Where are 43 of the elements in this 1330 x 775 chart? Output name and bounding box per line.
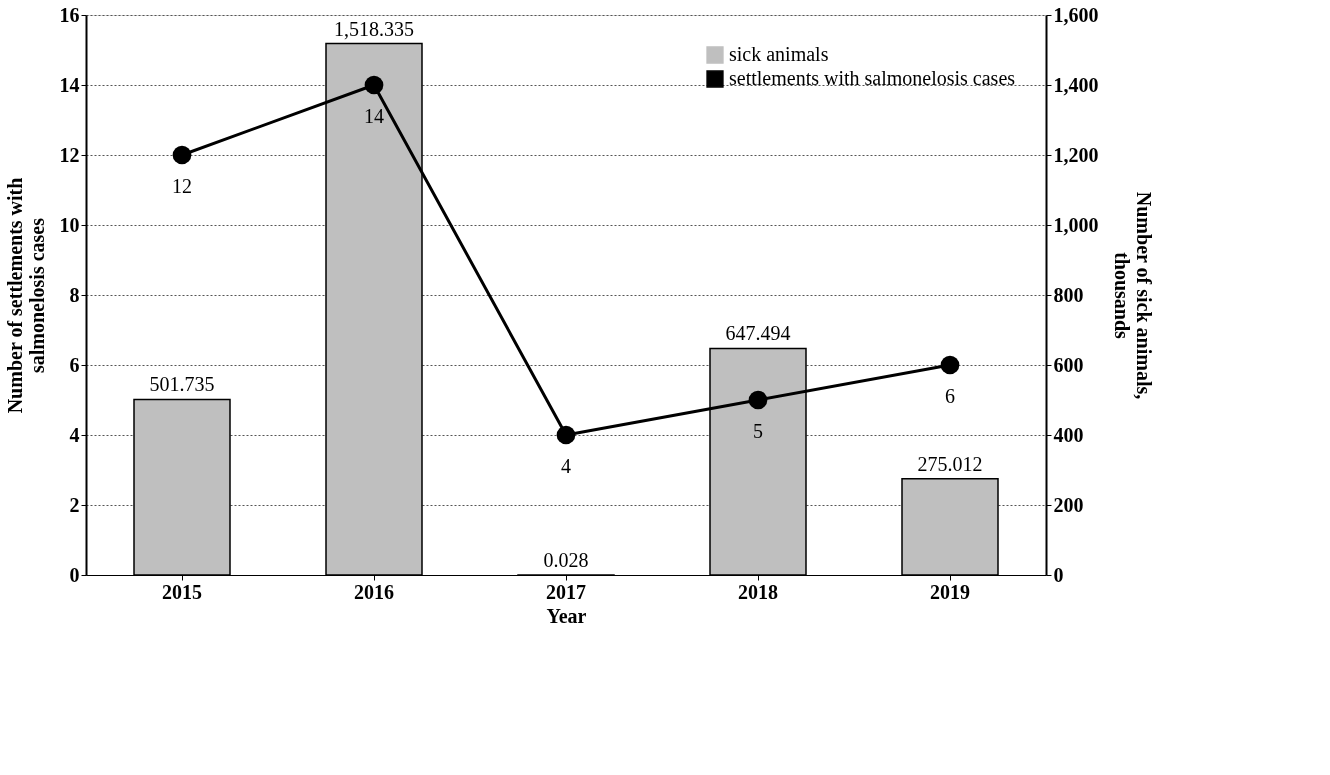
y-tick-label: 16 bbox=[59, 3, 80, 26]
x-tick-label: 2018 bbox=[738, 580, 778, 603]
y-tick-label: 8 bbox=[69, 283, 80, 306]
y-tick-label: 2 bbox=[69, 493, 80, 516]
y-axis-title: Number of settlements with salmonelosis cases bbox=[3, 177, 48, 414]
data-label: 1,518.335 bbox=[334, 17, 414, 40]
y2-axis-title: Number of sick animals, thousands bbox=[1110, 191, 1155, 400]
data-label: 647.494 bbox=[725, 322, 791, 345]
y2-tick-label: 400 bbox=[1053, 423, 1084, 446]
data-label: 4 bbox=[561, 455, 571, 477]
x-axis-title: Year bbox=[546, 604, 587, 627]
x-tick-label: 2015 bbox=[162, 580, 202, 603]
y2-tick-label: 1,000 bbox=[1053, 213, 1099, 236]
y2-tick-label: 800 bbox=[1053, 283, 1084, 306]
y2-tick-label: 600 bbox=[1053, 353, 1084, 376]
data-label: 0.028 bbox=[543, 548, 589, 571]
y-tick-label: 12 bbox=[59, 143, 80, 166]
y2-tick-label: 1,200 bbox=[1053, 143, 1099, 166]
data-label: 5 bbox=[753, 420, 763, 442]
point bbox=[940, 355, 960, 375]
data-label: 12 bbox=[172, 175, 192, 197]
data-label: 275.012 bbox=[917, 452, 983, 475]
y2-tick-label: 0 bbox=[1053, 563, 1064, 586]
x-tick-label: 2019 bbox=[930, 580, 970, 603]
y-tick-label: 6 bbox=[69, 353, 80, 376]
x-tick-label: 2016 bbox=[354, 580, 394, 603]
y2-tick-label: 1,400 bbox=[1053, 73, 1099, 96]
point bbox=[172, 145, 192, 165]
y-tick-label: 0 bbox=[69, 563, 80, 586]
data-label: 501.735 bbox=[149, 373, 215, 396]
legend-label: sick animals bbox=[729, 43, 829, 65]
data-label: 6 bbox=[945, 385, 955, 407]
y-tick-label: 4 bbox=[69, 423, 80, 446]
y-tick-label: 14 bbox=[59, 73, 80, 96]
y2-tick-label: 1,600 bbox=[1053, 3, 1099, 26]
legend-label: settlements with salmonelosis cases bbox=[729, 67, 1016, 89]
point bbox=[364, 75, 384, 95]
point bbox=[556, 425, 576, 445]
y-tick-label: 10 bbox=[59, 213, 80, 236]
point bbox=[748, 390, 768, 410]
x-tick-label: 2017 bbox=[546, 580, 586, 603]
y2-tick-label: 200 bbox=[1053, 493, 1084, 516]
data-label: 14 bbox=[364, 105, 384, 127]
